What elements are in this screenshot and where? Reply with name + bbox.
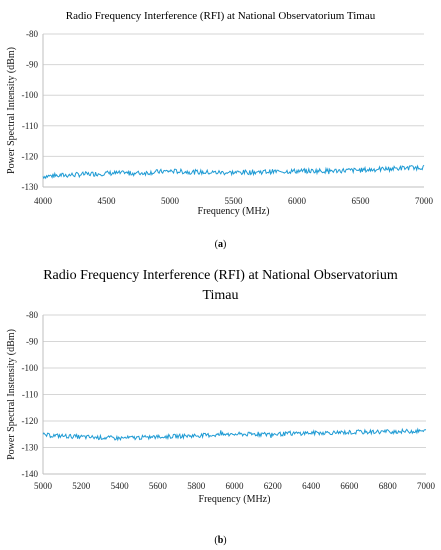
chart-a-title: Radio Frequency Interference (RFI) at Na… (65, 10, 376, 22)
chart-panel-a: -80 -90 -100 -110 -120 -130 4000 4500 5000 5500 60… (0, 0, 441, 255)
y-tick-label-a: -90 (26, 60, 38, 70)
x-tick-label-b: 6400 (302, 481, 321, 491)
series-line-b (42, 427, 427, 442)
x-tick-label-b: 5200 (72, 481, 91, 491)
y-tick-label-b: -100 (22, 363, 39, 373)
chart-b-title-line-1: Radio Frequency Interference (RFI) at Na… (43, 268, 398, 283)
chart-a-caption-label: a (218, 239, 223, 250)
chart-a-caption: (a) (214, 239, 227, 250)
x-tick-label-b: 7000 (417, 481, 436, 491)
y-tick-label-b: -90 (26, 337, 38, 347)
y-tick-label-a: -80 (26, 29, 38, 39)
chart-b-caption-label: b (217, 535, 224, 546)
x-tick-label-b: 6800 (379, 481, 398, 491)
y-axis-label-a: Power Spectral Intensity (dBm) (6, 47, 17, 174)
chart-panel-b: -80 -90 -100 -110 -120 -130 -140 5000 5200 5400 56… (0, 262, 441, 550)
x-tick-label-b: 6200 (264, 481, 283, 491)
x-axis-label-a: Frequency (MHz) (198, 206, 270, 217)
chart-b-title: Radio Frequency Interference (RFI) at Na… (0, 266, 441, 306)
x-tick-label-b: 6000 (226, 481, 245, 491)
y-axis-label-b: Power Spectral Instensity (dBm) (6, 329, 17, 460)
x-tick-label-b: 6600 (340, 481, 359, 491)
x-tick-label-a: 6500 (352, 196, 371, 206)
x-tick-label-a: 4500 (98, 196, 117, 206)
x-axis-label-b: Frequency (MHz) (199, 494, 271, 505)
y-tick-label-b: -80 (26, 310, 38, 320)
y-tick-label-b: -140 (22, 469, 39, 479)
x-tick-label-b: 5000 (34, 481, 53, 491)
y-tick-label-b: -120 (22, 416, 39, 426)
chart-b-title-line-2: Timau (202, 288, 239, 303)
x-tick-label-a: 5000 (161, 196, 180, 206)
x-tick-label-b: 5800 (187, 481, 206, 491)
y-tick-label-a: -110 (22, 121, 39, 131)
x-tick-label-b: 5400 (111, 481, 130, 491)
x-tick-label-a: 7000 (415, 196, 434, 206)
x-tick-label-a: 5500 (225, 196, 244, 206)
x-tick-label-a: 4000 (34, 196, 53, 206)
chart-b-caption: (b) (214, 535, 227, 546)
chart-a-svg: -80 -90 -100 -110 -120 -130 4000 4500 5000 5500 60… (6, 29, 434, 217)
y-tick-label-b: -130 (22, 443, 39, 453)
y-tick-label-a: -120 (22, 151, 39, 161)
y-tick-label-a: -130 (22, 182, 39, 192)
series-line-a (42, 164, 425, 180)
chart-b-svg: -80 -90 -100 -110 -120 -130 -140 5000 5200 5400 56… (6, 310, 436, 505)
x-tick-label-b: 5600 (149, 481, 168, 491)
x-tick-label-a: 6000 (288, 196, 307, 206)
y-tick-label-b: -110 (22, 390, 39, 400)
y-tick-label-a: -100 (22, 90, 39, 100)
